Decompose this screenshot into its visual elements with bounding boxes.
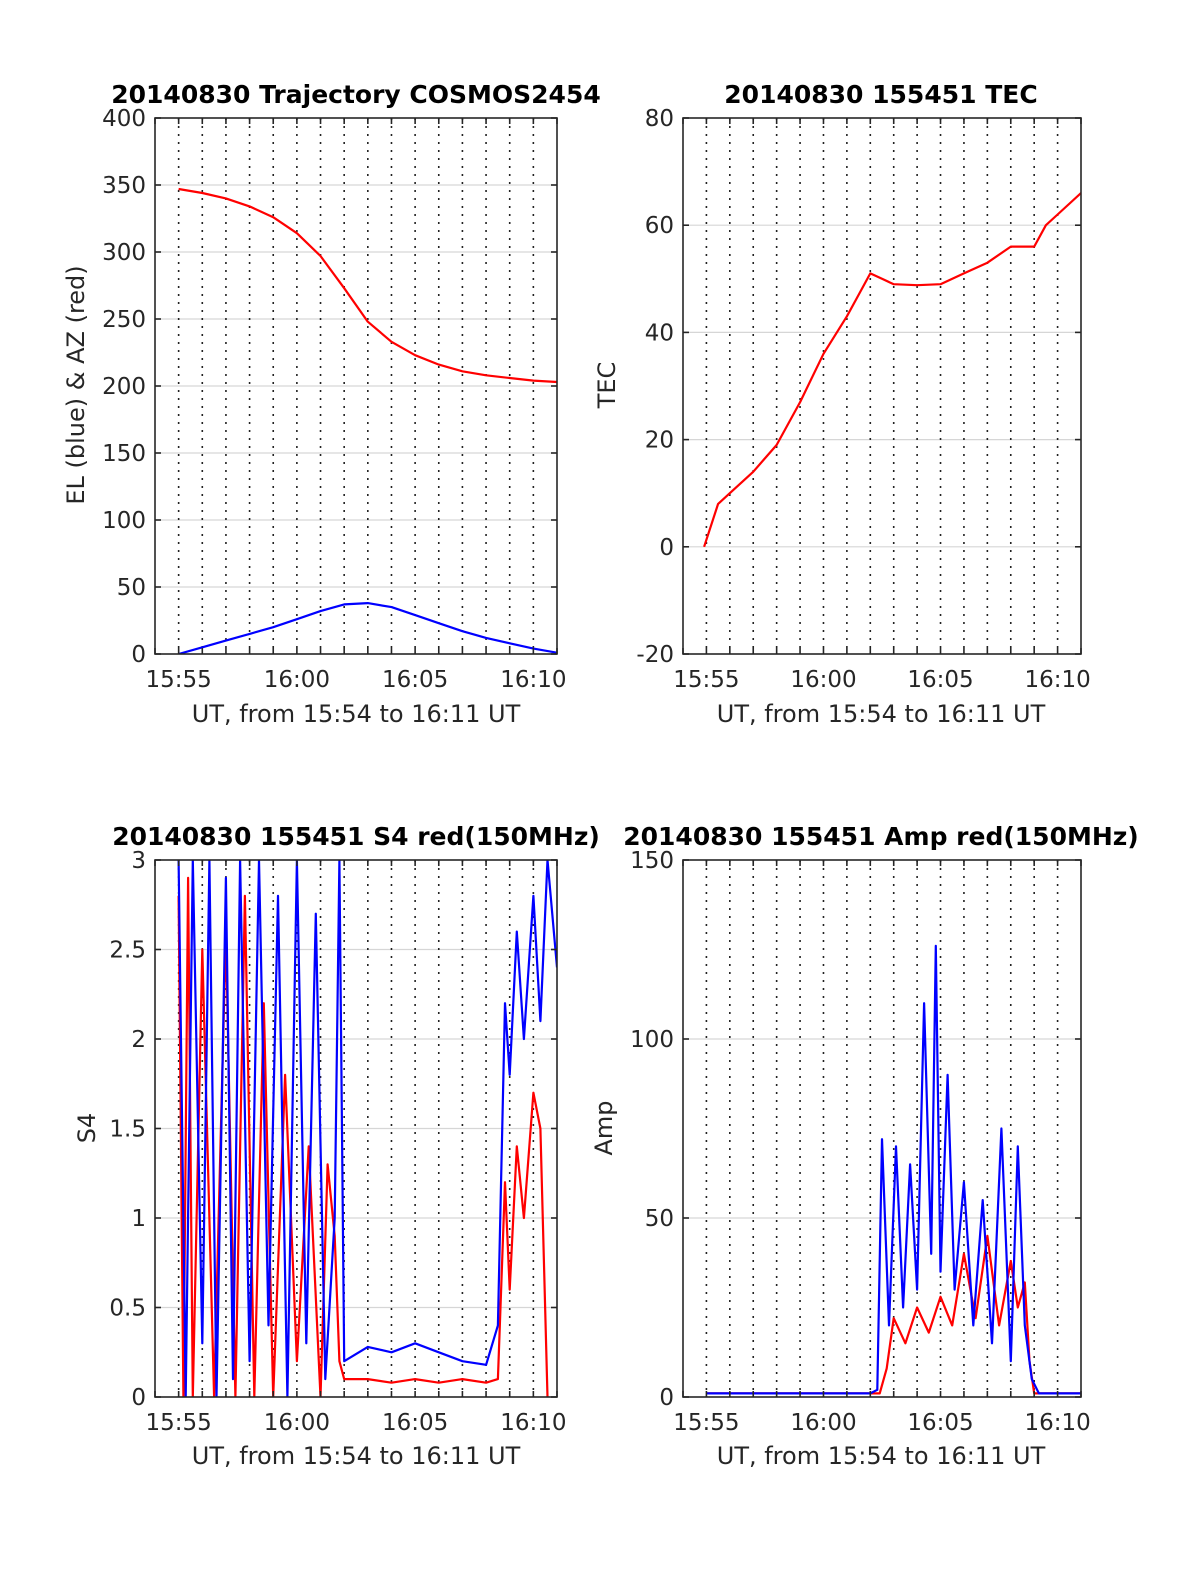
x-tick-label: 15:55	[145, 1410, 211, 1436]
x-tick-label: 16:10	[500, 1410, 566, 1436]
x-tick-label: 16:10	[500, 667, 566, 693]
y-tick-label: 2	[131, 1027, 146, 1053]
y-tick-label: 0	[131, 642, 146, 668]
blue-series-line	[177, 860, 557, 1397]
y-tick-label: 150	[102, 441, 146, 467]
chart-title: 20140830 155451 TEC	[724, 80, 1037, 109]
plot-frame	[682, 117, 1082, 655]
x-tick-label: 15:55	[673, 1410, 739, 1436]
x-axis-label: UT, from 15:54 to 16:11 UT	[717, 700, 1046, 728]
x-axis-label: UT, from 15:54 to 16:11 UT	[192, 1442, 521, 1470]
y-tick-label: 300	[102, 240, 146, 266]
x-axis-label: UT, from 15:54 to 16:11 UT	[717, 1442, 1046, 1470]
y-tick-label: 200	[102, 374, 146, 400]
y-tick-label: 150	[630, 848, 674, 874]
y-tick-label: 350	[102, 173, 146, 199]
x-tick-label: 16:05	[382, 667, 448, 693]
x-tick-label: 16:00	[264, 667, 330, 693]
y-tick-label: 20	[645, 428, 674, 454]
x-tick-label: 16:10	[1024, 667, 1090, 693]
plot-frame	[682, 859, 1082, 1398]
y-tick-label: 50	[645, 1206, 674, 1232]
red-series-line	[703, 192, 1081, 548]
y-tick-label: 40	[645, 320, 674, 346]
x-tick-label: 15:55	[673, 667, 739, 693]
y-axis-label: TEC	[593, 362, 621, 410]
x-tick-label: 16:05	[907, 667, 973, 693]
trajectory-chart: 20140830 Trajectory COSMOS2454 EL (blue)…	[62, 80, 601, 728]
y-tick-label: 0	[131, 1385, 146, 1411]
y-tick-label: 50	[117, 575, 146, 601]
y-tick-label: 0	[659, 535, 674, 561]
chart-title: 20140830 Trajectory COSMOS2454	[111, 80, 601, 109]
y-tick-label: -20	[636, 642, 674, 668]
amp-chart: 20140830 155451 Amp red(150MHz) Amp UT, …	[590, 822, 1139, 1470]
tec-chart: 20140830 155451 TEC TEC UT, from 15:54 t…	[593, 80, 1091, 728]
x-tick-label: 16:05	[382, 1410, 448, 1436]
x-tick-label: 15:55	[145, 667, 211, 693]
red-series-line	[178, 187, 557, 384]
y-tick-label: 2.5	[109, 938, 146, 964]
s4-chart: 20140830 155451 S4 red(150MHz) S4 UT, fr…	[73, 822, 600, 1470]
y-axis-label: EL (blue) & AZ (red)	[62, 265, 90, 504]
x-tick-label: 16:10	[1024, 1410, 1090, 1436]
x-tick-label: 16:05	[907, 1410, 973, 1436]
y-tick-label: 400	[102, 106, 146, 132]
x-axis-label: UT, from 15:54 to 16:11 UT	[192, 700, 521, 728]
y-tick-label: 1	[131, 1206, 146, 1232]
x-tick-label: 16:00	[790, 1410, 856, 1436]
x-tick-label: 16:00	[264, 1410, 330, 1436]
y-tick-label: 0.5	[109, 1296, 146, 1322]
x-tick-label: 16:00	[790, 667, 856, 693]
y-tick-label: 80	[645, 106, 674, 132]
y-tick-label: 250	[102, 307, 146, 333]
y-tick-label: 1.5	[109, 1117, 146, 1143]
chart-title: 20140830 155451 S4 red(150MHz)	[112, 822, 600, 851]
blue-series-line	[706, 944, 1081, 1395]
y-tick-label: 100	[102, 508, 146, 534]
y-axis-label: Amp	[590, 1100, 618, 1155]
y-tick-label: 100	[630, 1027, 674, 1053]
y-tick-label: 3	[131, 848, 146, 874]
blue-series-line	[178, 601, 557, 654]
y-tick-label: 0	[659, 1385, 674, 1411]
y-axis-label: S4	[73, 1113, 101, 1144]
y-tick-label: 60	[645, 213, 674, 239]
chart-title: 20140830 155451 Amp red(150MHz)	[623, 822, 1139, 851]
